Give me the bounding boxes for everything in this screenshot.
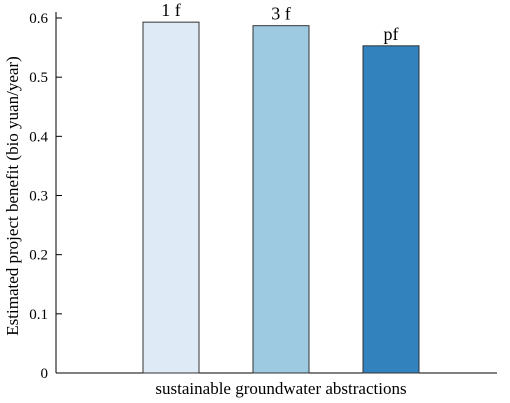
y-tick-label: 0.2 [29,248,48,264]
y-axis: 0 0.1 0.2 0.3 0.4 0.5 0.6 [29,11,62,382]
x-axis-label: sustainable groundwater abstractions [155,379,406,398]
y-tick-label: 0.1 [29,307,48,323]
y-tick-label: 0.5 [29,70,48,86]
bar-category-label: 1 f [161,0,181,20]
y-tick-label: 0.3 [29,189,48,205]
bar-labels: 1 f 3 f pf [161,0,398,44]
bar-3f [252,25,310,374]
y-tick-label: 0.4 [29,129,48,145]
bar-category-label: pf [384,24,399,44]
bar-category-label: 3 f [271,4,291,24]
bar-pf [362,45,420,374]
bar-1f [142,21,200,374]
y-axis-label: Estimated project benefit (bio yuan/year… [3,56,22,335]
bars [142,21,420,374]
y-tick-label: 0 [41,366,49,382]
y-tick-label: 0.6 [29,11,48,27]
